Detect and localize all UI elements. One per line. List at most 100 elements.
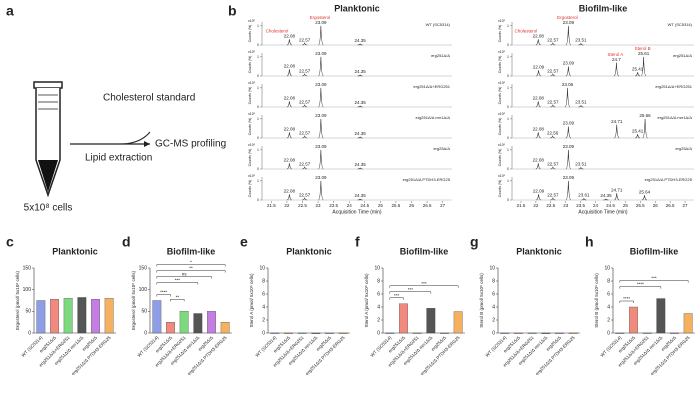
peak-label: 22.57 (547, 192, 559, 197)
chrom-y-label: Counts (%) (248, 149, 252, 167)
compound-label: Ergosterol (310, 15, 331, 20)
y-tick-label: 0 (377, 330, 380, 336)
chrom-x-tick-label: 26 (409, 203, 415, 208)
chrom-y-label: Counts (%) (248, 118, 252, 136)
chrom-x-tick-label: 21.5 (517, 203, 526, 208)
peak (614, 124, 620, 139)
y-tick-label: 6 (492, 291, 495, 297)
y-tick-label: 150 (23, 265, 32, 271)
significance-label: *** (394, 293, 400, 298)
strain-label: erg25Δ/Δ (675, 146, 692, 151)
y-tick-label: 2 (492, 317, 495, 323)
bar-chart: Planktonic Ergosterol (pmol/ 5x10⁸ cells)… (15, 246, 116, 376)
chrom-x-label: Acquisition Time (min) (332, 209, 382, 215)
strain-label: erg251Δ/Δ+ERG251 (413, 84, 450, 89)
strain-label: erg251Δ/Δ PTDH3-ERG25 (403, 177, 451, 182)
peak-label: 22.57 (299, 130, 311, 135)
chrom-y-tick-label: 1 (257, 86, 259, 90)
peak-label: 23.09 (315, 20, 327, 25)
chrom-y-tick-label: 0 (507, 167, 509, 171)
bar (270, 332, 280, 334)
y-tick-label: 100 (23, 287, 32, 293)
significance-label: ** (176, 295, 180, 300)
y-tick-label: 0 (492, 330, 495, 336)
chrom-y-scale: x10⁵ (248, 19, 256, 23)
chrom-y-scale: x10⁵ (498, 19, 506, 23)
significance-bracket (170, 299, 185, 302)
peak (286, 132, 292, 139)
chart-title: Planktonic (286, 246, 332, 256)
peak (640, 56, 647, 77)
peak-label: 25.41 (632, 128, 644, 133)
peak-label: 23.09 (563, 61, 575, 66)
peak (635, 134, 641, 139)
x-tick-label: WT (SC5314) (369, 335, 392, 358)
y-tick-label: 4 (377, 304, 380, 310)
peak-label: 22.57 (299, 99, 311, 104)
peak-label: 23.09 (315, 175, 327, 180)
bar (325, 332, 334, 334)
peak-label: 22.57 (547, 68, 559, 73)
chrom-y-tick-label: 0 (257, 74, 259, 78)
chrom-y-tick-label: 1 (257, 179, 259, 183)
bar (311, 332, 321, 334)
standard-label: Cholesterol standard (103, 93, 195, 104)
chrom-y-scale: x10⁵ (498, 143, 506, 147)
y-tick-label: 100 (139, 287, 148, 293)
y-tick-label: 4 (607, 304, 610, 310)
peak-label: 24.71 (611, 187, 623, 192)
peak (614, 193, 620, 201)
bar-chart: Planktonic Sterol A (pmol/ 5x10⁸ cells) 0 2… (249, 246, 350, 376)
chrom-x-tick-label: 24.5 (606, 203, 615, 208)
chrom-y-scale: x10⁵ (248, 143, 256, 147)
chrom-y-tick-label: 1 (507, 117, 509, 121)
chrom-y-tick-label: 1 (507, 179, 509, 183)
peak-label: 24.35 (354, 69, 366, 74)
chrom-y-tick-label: 0 (507, 74, 509, 78)
peak-label: 22.08 (533, 33, 545, 38)
chrom-y-label: Counts (%) (498, 149, 502, 167)
significance-bracket (619, 286, 662, 289)
peak (318, 118, 324, 139)
panel-letter: c (6, 234, 14, 250)
chrom-y-scale: x10⁵ (248, 81, 256, 85)
bar (683, 313, 693, 334)
bar (193, 313, 203, 334)
peak (286, 69, 292, 77)
peak (535, 101, 541, 108)
y-tick-label: 0 (28, 330, 31, 336)
y-axis-label: Sterol A (pmol/ 5x10⁸ cells) (249, 273, 254, 327)
peak-label: 25.41 (632, 66, 644, 71)
y-tick-label: 10 (259, 265, 265, 271)
chrom-x-tick-label: 27 (683, 203, 689, 208)
y-tick-label: 10 (374, 265, 380, 271)
peak (286, 101, 292, 108)
peak-label: 24.35 (600, 193, 612, 198)
panel-letter: a (6, 3, 14, 19)
x-tick-label: WT (SC5314) (484, 335, 507, 358)
chrom-y-label: Counts (%) (498, 56, 502, 74)
chrom-x-tick-label: 22.5 (546, 203, 555, 208)
peak (565, 126, 571, 139)
bar (555, 332, 564, 334)
panel-letter: f (355, 234, 360, 250)
chrom-y-scale: x10⁵ (248, 174, 256, 178)
chrom-y-tick-label: 0 (257, 105, 259, 109)
y-tick-label: 8 (262, 278, 265, 284)
strain-label: erg251Δ/Δ+ERG251 (655, 84, 692, 89)
strain-label: WT (SC5314) (668, 22, 693, 27)
chrom-y-tick-label: 1 (257, 148, 259, 152)
bar (207, 311, 216, 334)
peak-label: 24.35 (354, 131, 366, 136)
compound-label: Ergosterol (557, 15, 578, 20)
peak (357, 43, 363, 46)
peak-label: 22.08 (533, 157, 545, 162)
y-tick-label: 150 (139, 265, 148, 271)
peak (535, 70, 542, 77)
bar (179, 311, 189, 334)
chrom-y-tick-label: 1 (507, 148, 509, 152)
bar (77, 297, 87, 334)
y-axis-label: Ergosterol (pmol/ 5x10⁸ cells) (15, 271, 20, 330)
peak-label: 23.09 (563, 144, 575, 149)
